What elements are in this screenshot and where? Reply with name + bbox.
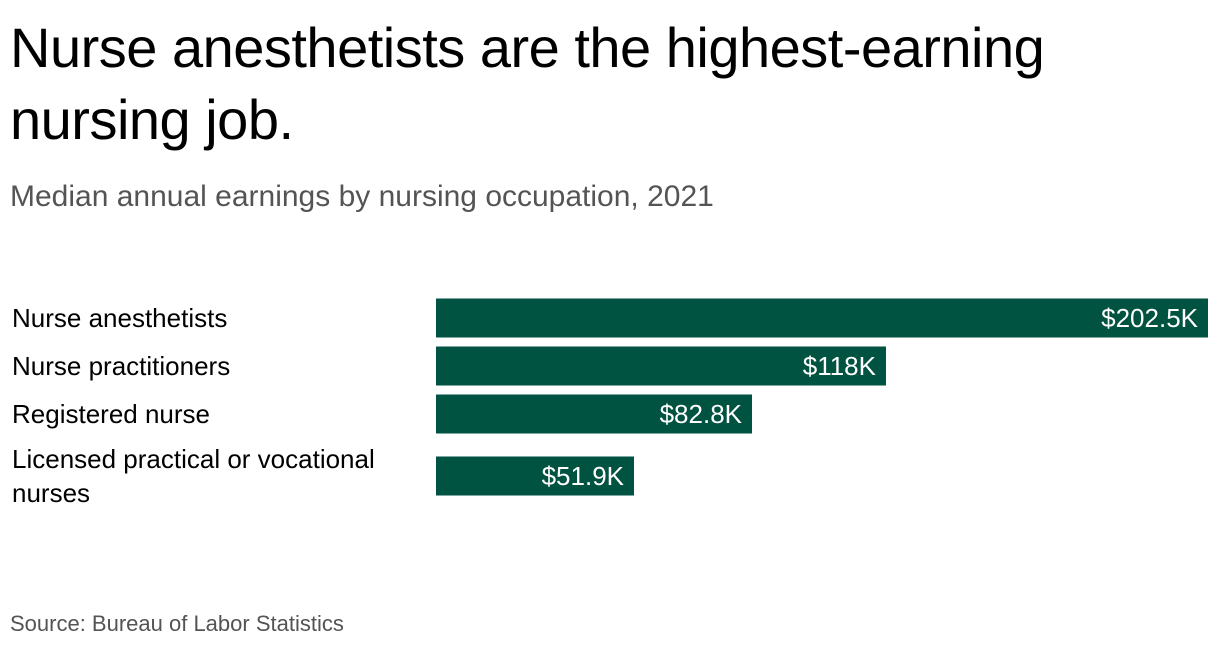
bar-value-label: $82.8K bbox=[660, 399, 743, 429]
bar-value-label: $118K bbox=[803, 351, 877, 381]
category-label: Licensed practical or vocational nurses bbox=[12, 444, 375, 508]
bar bbox=[436, 346, 886, 386]
bar bbox=[436, 298, 1208, 338]
bar bbox=[436, 456, 634, 496]
bar-row: Nurse anesthetists $202.5K bbox=[12, 298, 1208, 338]
bar-value-label: $51.9K bbox=[542, 461, 625, 491]
category-label: Nurse practitioners bbox=[12, 351, 230, 381]
category-label: Nurse anesthetists bbox=[12, 303, 227, 333]
bar bbox=[436, 394, 752, 434]
bar-value-label: $202.5K bbox=[1101, 303, 1199, 333]
chart-subtitle: Median annual earnings by nursing occupa… bbox=[10, 180, 714, 213]
bar-row: Nurse practitioners $118K bbox=[12, 346, 886, 386]
source-note: Source: Bureau of Labor Statistics bbox=[10, 611, 344, 636]
bar-row: Licensed practical or vocational nurses $5… bbox=[12, 444, 634, 508]
category-label: Registered nurse bbox=[12, 399, 210, 429]
bar-row: Registered nurse $82.8K bbox=[12, 394, 752, 434]
bar-chart: Nurse anesthetists $202.5K Nurse practitio… bbox=[12, 298, 1208, 508]
chart-title: Nurse anesthetists are the highest-earni… bbox=[10, 16, 1045, 151]
